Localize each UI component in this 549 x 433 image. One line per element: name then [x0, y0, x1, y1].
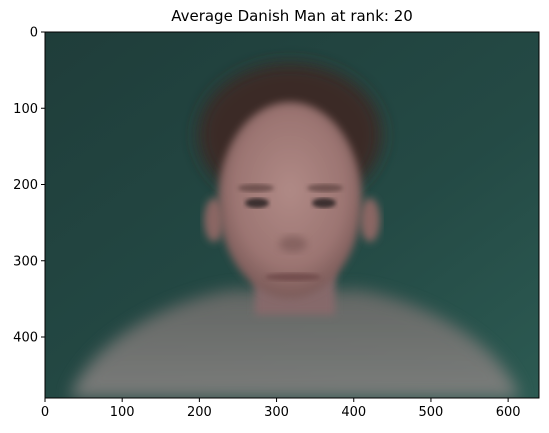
y-axis: 0 100 200 300 400	[13, 26, 45, 346]
y-tick-label: 0	[30, 26, 38, 41]
axes-frame	[44, 31, 540, 399]
y-tick-label: 300	[13, 254, 38, 269]
x-axis: 0 100 200 300 400 500 600	[41, 398, 521, 420]
y-tick-label: 100	[13, 102, 38, 117]
x-tick-label: 500	[419, 405, 444, 420]
x-tick-label: 600	[496, 405, 521, 420]
face-image	[45, 32, 539, 398]
y-tick-label: 200	[13, 178, 38, 193]
x-tick-label: 200	[187, 405, 212, 420]
x-tick-label: 300	[264, 405, 289, 420]
y-tick-label: 400	[13, 331, 38, 346]
x-tick-label: 100	[110, 405, 135, 420]
x-tick-label: 400	[341, 405, 366, 420]
x-tick-label: 0	[41, 405, 49, 420]
chart-title: Average Danish Man at rank: 20	[171, 7, 413, 25]
